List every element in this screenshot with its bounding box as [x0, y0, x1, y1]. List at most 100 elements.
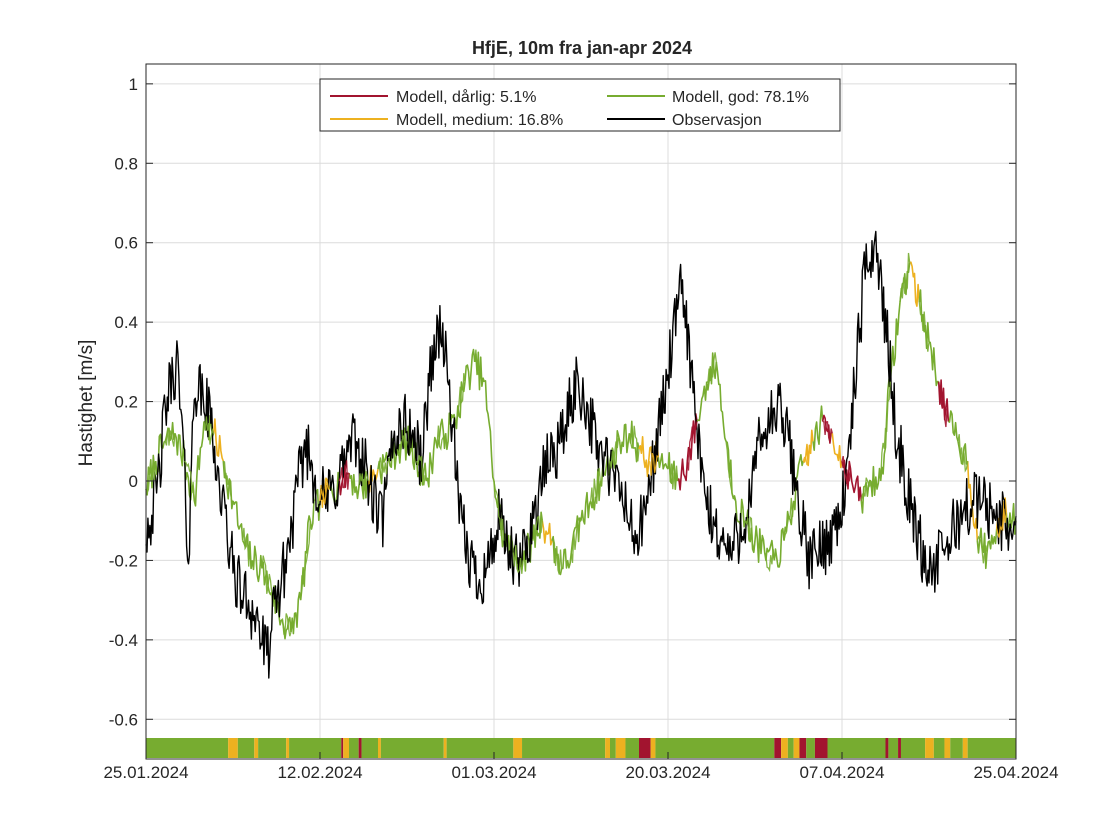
model-line-god	[193, 421, 205, 507]
strip-segment-medium	[781, 738, 788, 758]
model-line-god	[889, 302, 901, 382]
strip-segment-god	[787, 738, 794, 758]
model-line-god	[657, 452, 669, 470]
strip-segment-god	[900, 738, 926, 758]
model-line-overlay-god	[280, 613, 292, 637]
model-line-overlay-god	[899, 252, 911, 303]
model-line-overlay-god	[667, 462, 679, 490]
strip-segment-medium	[443, 738, 447, 758]
model-line-overlay-god	[222, 460, 234, 503]
strip-segment-darlig	[639, 738, 651, 758]
model-line-overlay-god	[764, 548, 775, 573]
model-line-medium	[638, 435, 650, 478]
x-tick-label: 12.02.2024	[277, 763, 362, 782]
model-line-god	[715, 361, 727, 442]
strip-segment-darlig	[898, 738, 901, 758]
model-line-god	[464, 348, 476, 391]
strip-segment-darlig	[799, 738, 807, 758]
strip-segment-medium	[925, 738, 934, 758]
strip-segment-medium	[793, 738, 800, 758]
plot-border	[145, 63, 1017, 760]
x-tick-label: 20.03.2024	[625, 763, 710, 782]
model-line-overlay-god	[880, 381, 891, 482]
model-line-god	[812, 405, 824, 452]
y-tick-label: 0	[129, 472, 138, 491]
strip-segment-god	[289, 738, 342, 758]
plot-area: 1 0.8 0.6 0.4 0.2 0 -0.2 -0.4 -0.6 25.01.2024 12.…	[103, 63, 1059, 782]
legend-label-darlig: Modell, dårlig: 5.1%	[396, 88, 537, 106]
model-line-god	[773, 527, 785, 568]
legend-label-observasjon: Observasjon	[672, 112, 762, 129]
x-tick-label: 07.04.2024	[799, 763, 884, 782]
model-line-medium	[212, 418, 225, 462]
strip-segment-medium	[286, 738, 290, 758]
model-line-god	[705, 352, 718, 391]
model-line-overlay-god	[493, 480, 505, 541]
model-line-overlay-darlig	[822, 420, 833, 443]
strip-segment-medium	[254, 738, 259, 758]
model-line-god	[261, 561, 273, 596]
model-line-god	[386, 438, 399, 470]
strip-segment-god	[610, 738, 616, 758]
model-line-darlig	[677, 458, 689, 491]
strip-segment-god	[522, 738, 606, 758]
strip-segment-god	[933, 738, 945, 758]
model-line-overlay-darlig	[686, 421, 698, 471]
legend-box	[319, 78, 841, 132]
model-line-god	[986, 528, 998, 553]
model-line-god	[918, 289, 930, 350]
y-tick-label: -0.6	[109, 710, 138, 729]
model-line-god	[483, 379, 495, 482]
model-line-overlay-god	[590, 467, 601, 509]
model-line-god	[377, 451, 389, 485]
model-line-overlay-god	[744, 516, 756, 552]
strip-segment-darlig	[341, 738, 344, 758]
x-axis-ticks: 25.01.2024 12.02.2024 01.03.2024 20.03.2024…	[103, 752, 1059, 782]
strip-segment-god	[349, 738, 359, 758]
model-line-medium	[541, 520, 553, 546]
y-tick-label: 0.6	[114, 234, 138, 253]
strip-segment-god	[625, 738, 639, 758]
model-line-god	[725, 440, 737, 502]
strip-segment-medium	[228, 738, 238, 758]
strip-segment-darlig	[358, 738, 362, 758]
model-line-overlay-medium	[802, 437, 814, 466]
x-tick-label: 25.01.2024	[103, 763, 188, 782]
y-axis-label: Hastighet [m/s]	[76, 340, 97, 467]
strip-segment-god	[950, 738, 963, 758]
strip-segment-medium	[343, 738, 349, 758]
strip-segment-medium	[378, 738, 381, 758]
model-line-overlay-god	[628, 425, 640, 462]
model-line-overlay-god	[184, 460, 195, 501]
model-line-god	[947, 410, 959, 442]
model-line-god	[870, 465, 882, 498]
strip-segment-god	[258, 738, 287, 758]
strip-segment-god	[967, 738, 1016, 758]
model-line-overlay-god	[551, 536, 563, 575]
x-tick-label: 01.03.2024	[451, 763, 536, 782]
model-line-overlay-darlig	[938, 381, 949, 428]
strip-segment-medium	[615, 738, 626, 758]
strip-segment-medium	[962, 738, 968, 758]
y-tick-label: -0.4	[109, 631, 138, 650]
model-line-overlay-god	[860, 477, 872, 502]
model-line-overlay-medium	[648, 452, 659, 476]
model-line-god	[522, 532, 534, 572]
model-line-overlay-god	[145, 461, 157, 495]
model-line-overlay-god	[706, 352, 717, 384]
strip-segment-darlig	[774, 738, 782, 758]
model-line-god	[928, 341, 939, 387]
model-line-overlay-god	[435, 425, 447, 451]
model-line-god	[145, 454, 157, 496]
legend-label-medium: Modell, medium: 16.8%	[396, 112, 563, 129]
model-line-overlay-god	[203, 416, 215, 445]
strip-segment-darlig	[885, 738, 889, 758]
strip-segment-god	[146, 738, 229, 758]
y-tick-label: 0.8	[114, 154, 138, 173]
model-line-overlay-god	[164, 427, 176, 447]
strip-segment-medium	[605, 738, 610, 758]
model-line-overlay-god	[609, 437, 621, 469]
y-axis-ticks: 1 0.8 0.6 0.4 0.2 0 -0.2 -0.4 -0.6	[109, 75, 1016, 729]
model-line-god	[561, 548, 573, 570]
